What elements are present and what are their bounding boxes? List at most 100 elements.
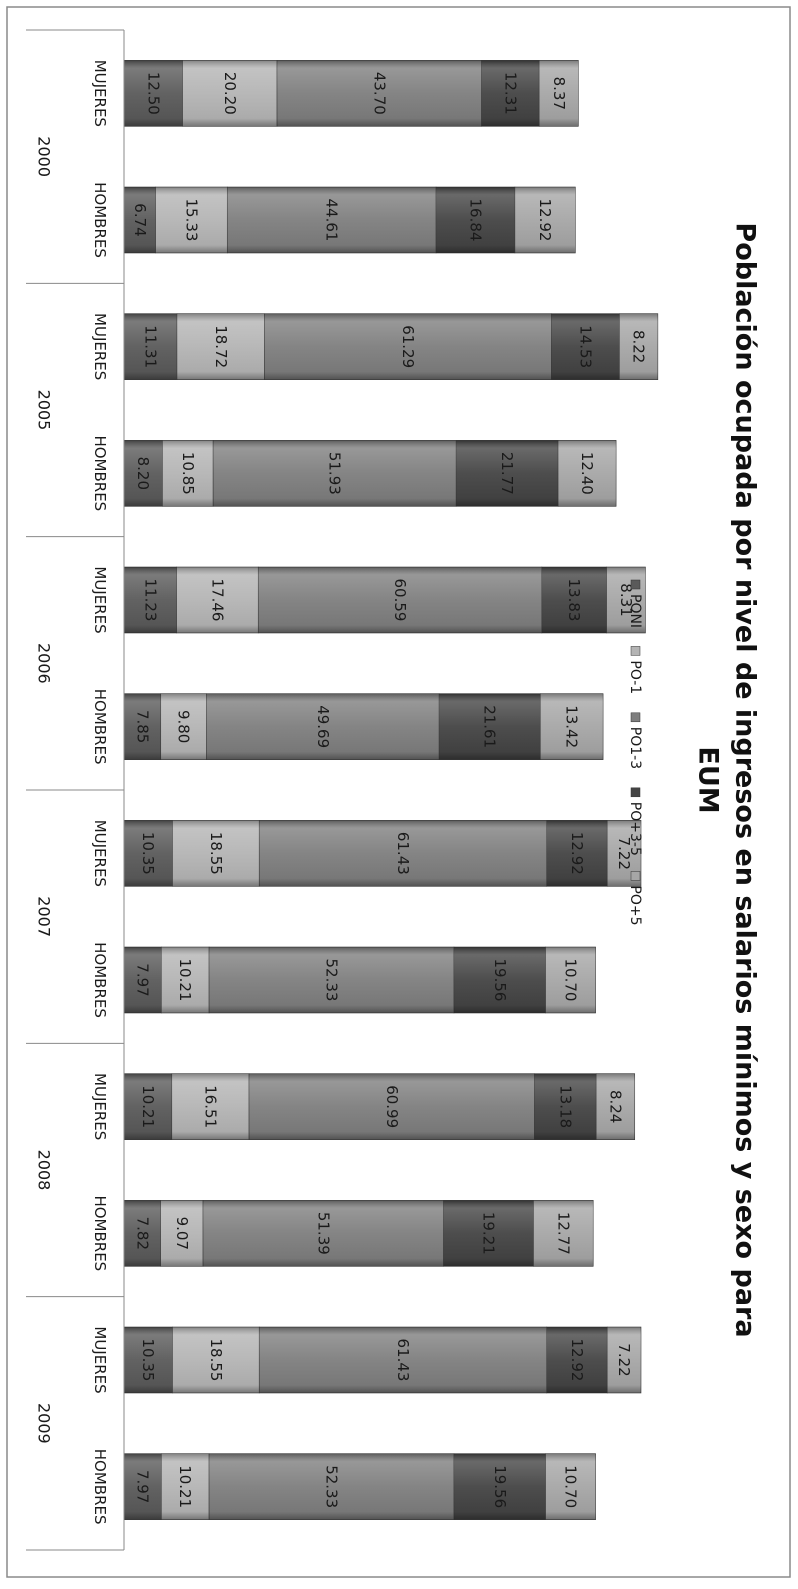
category-label: MUJERES [91,820,109,887]
bar-segment-po-1 [176,566,259,634]
bar-segment-po-5 [545,1453,596,1520]
data-label: 10.21 [176,959,194,1002]
bar-segment-poni [123,313,178,380]
data-label: 7.85 [133,710,151,743]
data-label: 16.84 [466,199,484,242]
data-label: 18.55 [207,1339,225,1382]
data-label: 7.97 [134,1470,152,1503]
bar-segment-poni [123,60,183,127]
legend-label: PO+3-5 [627,802,643,856]
legend-item-poni: PONI [627,579,643,628]
legend-item-po1-3: PO1-3 [627,712,643,769]
bar-segment-poni [123,946,162,1014]
data-label: 19.21 [480,1212,498,1255]
category-label: MUJERES [91,313,109,380]
category-label: MUJERES [91,1073,109,1140]
category-label: MUJERES [91,566,109,633]
bar-segment-po1-3 [208,1453,455,1520]
data-label: 7.22 [615,837,633,870]
bar-segment-po-3-5 [438,693,541,760]
bar-segment-po-1 [160,1453,210,1520]
data-label: 51.93 [326,452,344,495]
bar-segment-po-1 [160,693,207,760]
legend: PONI PO-1 PO1-3 PO+3-5 PO+5 [627,579,643,926]
data-label: 18.55 [207,832,225,875]
data-label: 20.20 [221,72,239,115]
data-label: 44.61 [323,199,341,242]
bar-segment-poni [123,440,163,507]
group-label: 2000 [35,136,54,177]
data-label: 10.21 [139,1085,157,1128]
data-label: 51.39 [314,1212,332,1255]
bar-segment-po1-3 [258,1326,548,1394]
category-label: HOMBRES [91,182,109,258]
data-label: 12.92 [536,199,554,242]
bar-segment-po-1 [172,1326,260,1394]
data-label: 15.33 [182,199,200,242]
bar-segment-po-5 [606,1326,642,1394]
group-label: 2009 [35,1403,54,1444]
bar-segment-po1-3 [276,60,482,127]
bar-segment-po-3-5 [455,440,559,507]
data-label: 60.59 [391,579,409,622]
data-label: 12.92 [568,832,586,875]
chart-title-line: Población ocupada por nivel de ingresos … [730,222,761,1337]
data-label: 12.31 [501,72,519,115]
bar-segment-po-1 [155,186,228,254]
bar-segment-po1-3 [208,946,455,1014]
legend-label: PO+5 [627,885,643,925]
group-label: 2006 [35,643,54,684]
chart-title: Población ocupada por nivel de ingresos … [693,222,761,1337]
data-label: 52.33 [323,959,341,1002]
category-label: HOMBRES [91,689,109,765]
data-label: 52.33 [323,1465,341,1508]
data-label: 7.82 [133,1217,151,1250]
category-label: HOMBRES [91,435,109,511]
bar-segment-po-5 [557,440,617,507]
bar-segment-po-3-5 [541,566,607,634]
category-label: MUJERES [91,1326,109,1393]
data-label: 21.61 [481,705,499,748]
bar-segment-poni [123,1073,173,1140]
bar-segment-po-3-5 [435,186,516,254]
data-label: 8.37 [550,77,568,110]
bar-segment-po1-3 [226,186,437,254]
bar-segment-po-1 [176,313,265,380]
bar-segment-po-1 [182,60,278,127]
data-label: 10.85 [179,452,197,495]
data-label: 10.35 [139,832,157,875]
data-label: 14.53 [576,325,594,368]
bar-segment-po-3-5 [551,313,620,380]
bar-segment-po-5 [533,1200,594,1267]
category-axis: MUJERES HOMBRES 2000 MUJERES HOMBRES 2005 MUJE… [26,29,125,1551]
data-label: 12.40 [578,452,596,495]
data-label: 12.50 [144,72,162,115]
bar-segment-poni [123,1453,162,1520]
bar-segment-po-1 [162,440,214,507]
category-label: HOMBRES [91,942,109,1018]
bar-segment-po-5 [619,313,659,380]
bar-segment-po-3-5 [443,1200,534,1267]
bar-segment-po-5 [514,186,576,254]
bar-segment-po-5 [595,1073,636,1140]
legend-label: PO-1 [627,660,643,694]
legend-item-po-1: PO-1 [627,646,643,694]
data-label: 8.24 [606,1090,624,1123]
category-label: MUJERES [91,60,109,127]
data-label: 13.42 [563,705,581,748]
data-label: 43.70 [370,72,388,115]
data-label: 11.31 [141,325,159,368]
data-label: 18.72 [212,325,230,368]
bar-segment-poni [123,1326,173,1394]
chart-border [6,6,791,1578]
data-label: 61.43 [394,1339,412,1382]
bar-segment-poni [123,820,173,887]
bar-segment-po-1 [160,1200,204,1267]
data-label: 61.29 [399,325,417,368]
category-label: HOMBRES [91,1449,109,1525]
data-label: 16.51 [201,1085,219,1128]
group-label: 2005 [35,390,54,431]
bar-segment-poni [123,566,177,634]
